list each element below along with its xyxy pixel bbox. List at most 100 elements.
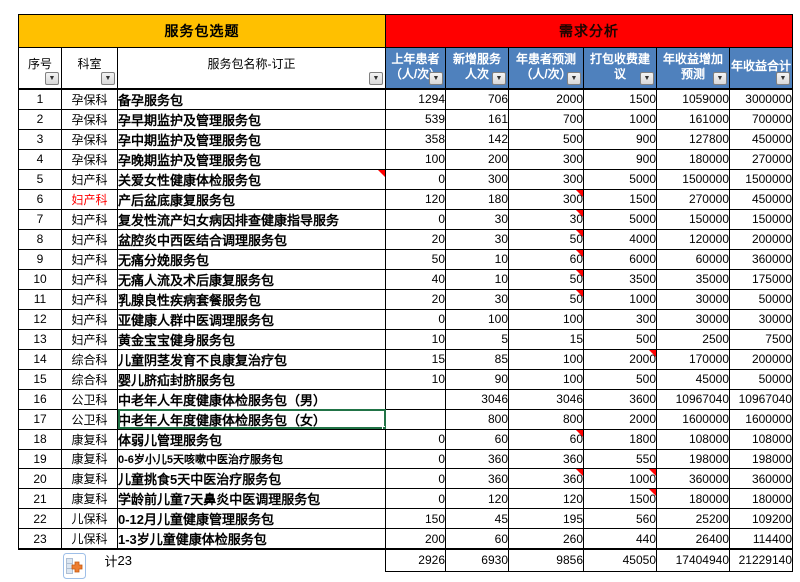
value-cell-new[interactable]: 60 — [445, 528, 509, 551]
department-cell[interactable]: 妇产科 — [61, 188, 118, 210]
filter-button-dept-chevron-down-icon[interactable]: ▼ — [101, 71, 115, 85]
value-cell-total[interactable]: 360000 — [729, 248, 793, 270]
value-cell-pred[interactable]: 3046 — [508, 388, 584, 410]
value-cell-fee[interactable]: 5000 — [583, 208, 657, 230]
value-cell-pred[interactable]: 30 — [508, 208, 584, 230]
value-cell-total[interactable]: 7500 — [729, 328, 793, 350]
value-cell-gain[interactable]: 1059000 — [656, 88, 730, 110]
value-cell-fee[interactable]: 550 — [583, 448, 657, 470]
package-name-cell[interactable]: 备孕服务包 — [117, 88, 386, 110]
value-cell-gain[interactable]: 2500 — [656, 328, 730, 350]
value-cell-prev[interactable]: 100 — [385, 148, 446, 170]
value-cell-pred[interactable]: 50 — [508, 268, 584, 290]
value-cell-new[interactable]: 300 — [445, 168, 509, 190]
value-cell-gain[interactable]: 35000 — [656, 268, 730, 290]
value-cell-gain[interactable]: 26400 — [656, 528, 730, 551]
value-cell-fee[interactable]: 1000 — [583, 108, 657, 130]
department-cell[interactable]: 妇产科 — [61, 248, 118, 270]
value-cell-gain[interactable]: 60000 — [656, 248, 730, 270]
row-number-cell[interactable]: 12 — [18, 308, 62, 330]
value-cell-fee[interactable]: 300 — [583, 308, 657, 330]
value-cell-pred[interactable]: 360 — [508, 448, 584, 470]
row-number-cell[interactable]: 19 — [18, 448, 62, 470]
value-cell-pred[interactable]: 2000 — [508, 88, 584, 110]
row-number-cell[interactable]: 7 — [18, 208, 62, 230]
filter-button-total-chevron-down-icon[interactable]: ▼ — [776, 71, 790, 85]
row-number-cell[interactable]: 15 — [18, 368, 62, 390]
column-header-name[interactable]: 服务包名称-订正 ▼ — [117, 47, 386, 90]
value-cell-total[interactable]: 114400 — [729, 528, 793, 551]
value-cell-pred[interactable]: 15 — [508, 328, 584, 350]
total-count-cell[interactable]: 23 — [117, 549, 386, 572]
insert-options-icon[interactable] — [62, 553, 87, 580]
filter-button-prev-chevron-down-icon[interactable]: ▼ — [429, 71, 443, 85]
value-cell-pred[interactable]: 100 — [508, 368, 584, 390]
value-cell-new[interactable]: 800 — [445, 408, 509, 430]
package-name-cell[interactable]: 孕早期监护及管理服务包 — [117, 108, 386, 130]
value-cell-total[interactable]: 1600000 — [729, 408, 793, 430]
value-cell-fee[interactable]: 1500 — [583, 488, 657, 510]
value-cell-pred[interactable]: 60 — [508, 428, 584, 450]
value-cell-pred[interactable]: 360 — [508, 468, 584, 490]
value-cell-total[interactable]: 450000 — [729, 128, 793, 150]
column-header-new[interactable]: 新增服务 人次 ▼ — [445, 47, 509, 90]
package-name-cell[interactable]: 亚健康人群中医调理服务包 — [117, 308, 386, 330]
department-cell[interactable]: 妇产科 — [61, 308, 118, 330]
value-cell-fee[interactable]: 900 — [583, 148, 657, 170]
value-cell-total[interactable]: 30000 — [729, 308, 793, 330]
column-header-fee[interactable]: 打包收费建议 ▼ — [583, 47, 657, 90]
section-title-service-packages[interactable]: 服务包选题 — [18, 14, 386, 48]
value-cell-fee[interactable]: 440 — [583, 528, 657, 551]
department-cell[interactable]: 康复科 — [61, 428, 118, 450]
row-number-cell[interactable]: 8 — [18, 228, 62, 250]
package-name-cell[interactable]: 0-12月儿童健康管理服务包 — [117, 508, 386, 530]
value-cell-new[interactable]: 10 — [445, 268, 509, 290]
value-cell-prev[interactable]: 0 — [385, 468, 446, 490]
department-cell[interactable]: 康复科 — [61, 468, 118, 490]
package-name-cell[interactable]: 0-6岁小儿5天咳嗽中医治疗服务包 — [117, 448, 386, 470]
department-cell[interactable]: 公卫科 — [61, 388, 118, 410]
department-cell[interactable]: 孕保科 — [61, 88, 118, 110]
column-header-prev[interactable]: 上年患者 （人/次） ▼ — [385, 47, 446, 90]
value-cell-new[interactable]: 161 — [445, 108, 509, 130]
value-cell-prev[interactable]: 150 — [385, 508, 446, 530]
department-cell[interactable]: 妇产科 — [61, 328, 118, 350]
value-cell-gain[interactable]: 10967040 — [656, 388, 730, 410]
value-cell-gain[interactable]: 270000 — [656, 188, 730, 210]
value-cell-prev[interactable]: 10 — [385, 368, 446, 390]
value-cell-fee[interactable]: 1500 — [583, 88, 657, 110]
value-cell-pred[interactable]: 300 — [508, 188, 584, 210]
value-cell-fee[interactable]: 6000 — [583, 248, 657, 270]
row-number-cell[interactable]: 16 — [18, 388, 62, 410]
filter-button-fee-chevron-down-icon[interactable]: ▼ — [640, 71, 654, 85]
value-cell-prev[interactable]: 10 — [385, 328, 446, 350]
value-cell-gain[interactable]: 1600000 — [656, 408, 730, 430]
value-cell-fee[interactable]: 2000 — [583, 408, 657, 430]
package-name-cell[interactable]: 1-3岁儿童健康体检服务包 — [117, 528, 386, 551]
row-number-cell[interactable]: 10 — [18, 268, 62, 290]
value-cell-prev[interactable]: 539 — [385, 108, 446, 130]
row-number-cell[interactable]: 23 — [18, 528, 62, 551]
department-cell[interactable]: 综合科 — [61, 348, 118, 370]
value-cell-prev[interactable]: 0 — [385, 308, 446, 330]
value-cell-prev[interactable]: 0 — [385, 168, 446, 190]
package-name-cell[interactable]: 乳腺良性疾病套餐服务包 — [117, 288, 386, 310]
value-cell-gain[interactable]: 180000 — [656, 148, 730, 170]
value-cell-new[interactable]: 200 — [445, 148, 509, 170]
column-header-no[interactable]: 序号 ▼ — [18, 47, 62, 90]
value-cell-gain[interactable]: 198000 — [656, 448, 730, 470]
department-cell[interactable]: 康复科 — [61, 448, 118, 470]
row-number-cell[interactable]: 14 — [18, 348, 62, 370]
value-cell-pred[interactable]: 260 — [508, 528, 584, 551]
value-cell-new[interactable]: 45 — [445, 508, 509, 530]
department-cell[interactable]: 儿保科 — [61, 528, 118, 551]
package-name-cell[interactable]: 学龄前儿童7天鼻炎中医调理服务包 — [117, 488, 386, 510]
value-cell-total[interactable]: 1500000 — [729, 168, 793, 190]
department-cell[interactable]: 妇产科 — [61, 168, 118, 190]
row-number-cell[interactable]: 17 — [18, 408, 62, 430]
value-cell-total[interactable]: 200000 — [729, 228, 793, 250]
value-cell-gain[interactable]: 108000 — [656, 428, 730, 450]
department-cell[interactable]: 孕保科 — [61, 108, 118, 130]
value-cell-pred[interactable]: 500 — [508, 128, 584, 150]
value-cell-prev[interactable]: 0 — [385, 428, 446, 450]
